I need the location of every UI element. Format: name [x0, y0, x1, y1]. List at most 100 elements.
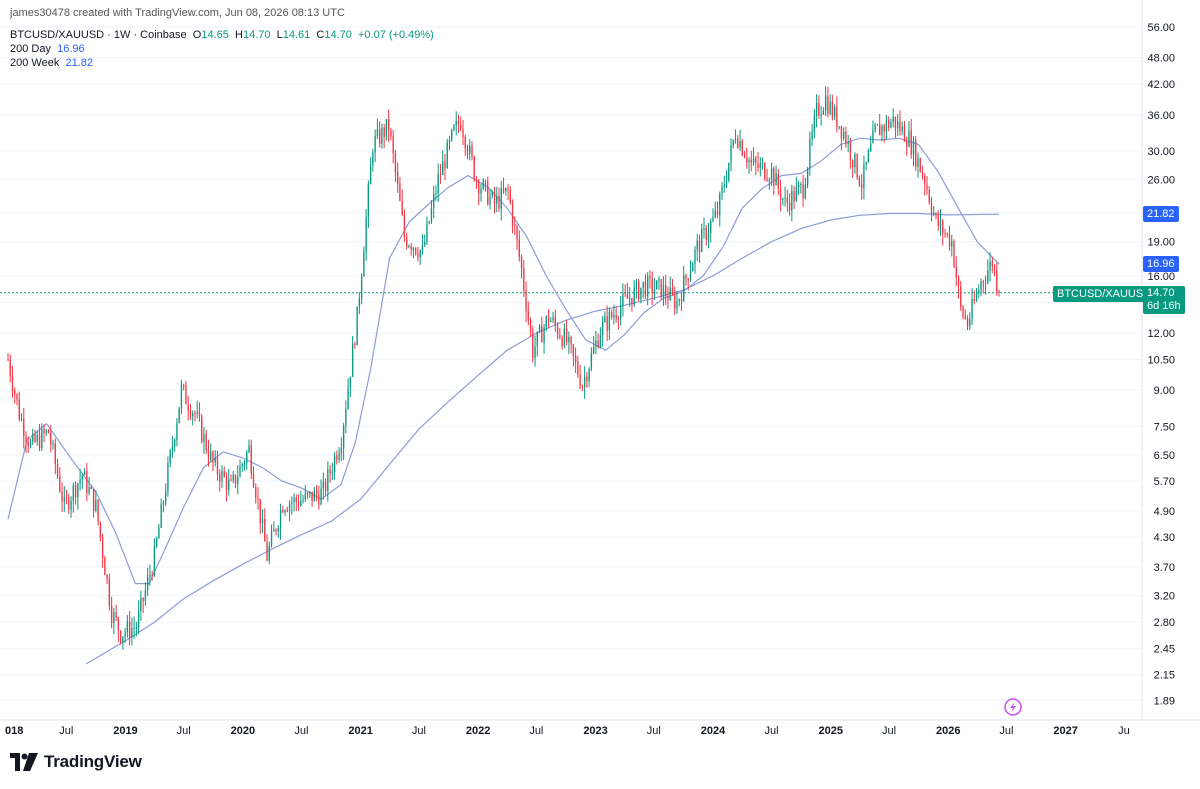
candle-body — [415, 248, 417, 254]
candle-body — [599, 335, 602, 348]
symbol-price-tag: BTCUSD/XAUUSD — [1053, 286, 1156, 302]
tradingview-logo[interactable]: TradingView — [10, 752, 142, 772]
candle-body — [221, 470, 223, 482]
candle-body — [701, 229, 703, 253]
candle-body — [198, 411, 201, 417]
candle-body — [275, 529, 277, 532]
y-tick-label: 3.70 — [1154, 562, 1175, 574]
candle-body — [162, 502, 165, 505]
candle-body — [714, 210, 716, 217]
y-tick-label: 30.00 — [1147, 146, 1175, 158]
candle-body — [696, 240, 698, 250]
candle-body — [421, 245, 424, 251]
candle-body — [665, 284, 667, 296]
candle-body — [851, 159, 854, 167]
candle-body — [833, 106, 836, 117]
candle-body — [478, 181, 480, 194]
candle-body — [581, 386, 584, 388]
candle-body — [149, 574, 151, 577]
candle-body — [113, 612, 115, 623]
candle-body — [340, 448, 343, 454]
candle-body — [721, 186, 723, 194]
candle-body — [541, 326, 543, 343]
candle-body — [592, 346, 595, 354]
candle-body — [935, 213, 937, 216]
candle-body — [493, 191, 496, 204]
candle-body — [712, 216, 714, 222]
candle-body — [921, 171, 924, 177]
x-tick-label: Jul — [59, 725, 73, 737]
candle-body — [469, 145, 471, 155]
candle-body — [942, 220, 944, 234]
candle-body — [667, 295, 669, 300]
candle-body — [845, 131, 847, 145]
candle-body — [910, 130, 912, 155]
y-tick-label: 42.00 — [1147, 79, 1175, 91]
candle-body — [63, 497, 65, 502]
candle-body — [322, 481, 325, 489]
x-tick-label: Jul — [177, 725, 191, 737]
candle-body — [660, 279, 662, 298]
candle-body — [201, 416, 203, 442]
candle-body — [295, 497, 297, 502]
candle-body — [11, 376, 14, 391]
candle-body — [809, 139, 811, 169]
candle-body — [246, 452, 248, 463]
ma-200-week-legend[interactable]: 200 Week 21.82 — [10, 57, 93, 69]
candle-body — [964, 316, 966, 319]
candle-body — [606, 316, 608, 331]
ma-200-day-legend[interactable]: 200 Day 16.96 — [10, 43, 85, 55]
created-line: james30478 created with TradingView.com,… — [10, 7, 345, 19]
candle-body — [728, 162, 730, 181]
candle-body — [946, 233, 948, 235]
candle-body — [996, 269, 998, 292]
candle-body — [128, 621, 131, 638]
candle-body — [232, 474, 234, 481]
candle-body — [725, 180, 728, 186]
candle-body — [656, 280, 658, 290]
candle-body — [387, 119, 390, 131]
symbol-label[interactable]: BTCUSD/XAUUSD · 1W · Coinbase — [10, 29, 187, 41]
candle-body — [842, 131, 845, 139]
candle-body — [286, 510, 288, 512]
candle-body — [313, 490, 316, 502]
candle-body — [863, 164, 865, 189]
candle-body — [484, 180, 487, 182]
candle-body — [782, 198, 784, 201]
candle-body — [385, 119, 388, 137]
candle-body — [933, 213, 935, 215]
candle-body — [396, 172, 399, 184]
candle-body — [993, 266, 996, 270]
candle-body — [210, 451, 212, 460]
candle-body — [47, 430, 50, 433]
candle-body — [849, 141, 852, 160]
candle-body — [318, 494, 320, 505]
candle-body — [293, 497, 295, 503]
candle-body — [628, 297, 631, 299]
lightning-icon[interactable] — [1004, 698, 1022, 716]
candle-body — [917, 158, 919, 168]
candle-body — [151, 574, 153, 576]
candle-body — [915, 140, 917, 168]
candle-body — [183, 385, 185, 387]
candle-body — [297, 501, 300, 506]
candle-body — [586, 376, 588, 382]
candle-body — [70, 500, 72, 510]
candle-body — [966, 318, 969, 327]
candle-body — [815, 102, 818, 116]
candle-body — [624, 293, 626, 295]
candle-body — [81, 474, 84, 480]
candle-body — [203, 434, 205, 442]
candle-body — [273, 529, 275, 532]
candle-body — [212, 451, 214, 463]
candle-body — [83, 471, 86, 475]
candle-body — [444, 161, 446, 169]
candle-body — [106, 575, 108, 580]
candle-body — [261, 518, 264, 524]
candle-body — [529, 320, 532, 332]
candle-body — [266, 541, 268, 561]
candle-body — [381, 127, 383, 144]
candle-body — [883, 125, 885, 132]
candle-body — [683, 275, 685, 302]
